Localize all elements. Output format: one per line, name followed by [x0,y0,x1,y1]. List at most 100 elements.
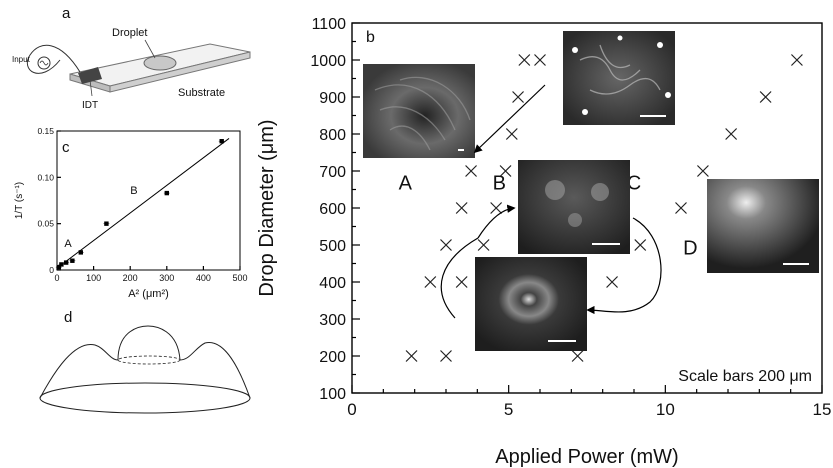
panel-d-letter: d [64,309,72,326]
y-tick-label: 100 [319,386,346,403]
x-tick-label: 0 [347,400,356,419]
y-tick-label: 0 [49,265,54,275]
x-tick-label: 10 [656,400,675,419]
y-tick-label: 900 [319,90,346,107]
y-tick-label: 1000 [310,53,346,70]
data-point [455,276,468,288]
inset-image-b [518,160,630,254]
profile-base-ellipse [39,382,251,414]
panel-c-chart: 0 100 200 300 400 500 0 0.05 0.10 0.15 A Bc A² (μm²)… [14,126,248,300]
y-tick-label: 500 [319,238,346,255]
x-tick-label: 100 [86,273,101,283]
idt-leader [89,79,93,97]
profile-inner-dashed [117,355,181,365]
panel-b-chart: 0 5 10 15 100 200 300 400 500 600 700 800 900 1000 110… [256,16,831,468]
data-point [571,350,584,362]
pointer-arrow-to-a [473,84,546,154]
label-input: Input [12,55,31,64]
region-label-a: A [399,173,413,195]
curved-arrow-left [440,237,479,319]
y-tick-label: 400 [319,275,346,292]
y-tick-label: 300 [319,312,346,329]
flow-arrows [440,84,662,319]
input-wire [26,44,81,74]
data-point [759,91,772,103]
panel-c-letter: c [62,139,70,156]
data-point [725,128,738,140]
point-annotation: A [64,238,72,250]
data-point [534,54,546,66]
panel-d-profile: d [39,309,251,414]
y-axis-label: 1/T (s⁻¹) [14,182,25,219]
data-point [697,165,709,177]
data-point [104,221,109,226]
inset-image-top [563,31,675,125]
micrograph-insets [363,31,819,351]
data-point [634,239,647,251]
x-tick-label: 400 [196,273,211,283]
x-tick-label: 0 [54,273,59,283]
curved-arrow-to-c [586,217,662,315]
profile-outline [39,325,251,399]
panel-a-letter: a [62,5,71,22]
y-axis-label: Drop Diameter (μm) [256,119,278,296]
plot-frame [56,130,241,271]
sine-wave-icon [39,60,49,66]
data-point [59,262,64,267]
y-tick-label: 700 [319,164,346,181]
data-point [791,54,803,66]
x-tick-label: 300 [159,273,174,283]
data-point [405,350,418,362]
scale-bar-note: Scale bars 200 μm [678,368,812,385]
fit-line [56,138,230,269]
x-tick-label: 200 [123,273,138,283]
data-point [164,190,169,196]
panel-a-schematic: a Droplet Input IDT Substrate [12,5,251,111]
data-point [70,258,75,263]
data-point [56,265,62,270]
data-point [219,138,224,144]
data-point [490,202,503,214]
data-point [505,128,518,140]
data-point [440,239,452,251]
data-point [424,276,437,288]
label-idt: IDT [82,100,98,111]
region-label-d: D [683,237,697,259]
data-point [477,239,490,251]
curved-arrow-to-b [477,204,516,239]
idt-electrode [78,67,102,84]
inset-image-c [475,257,587,351]
data-point [499,165,512,177]
inset-image-a [363,64,475,158]
panel-b-letter: b [366,29,375,46]
x-axis-label: A² (μm²) [128,288,169,300]
x-axis-label: Applied Power (mW) [495,446,678,468]
data-point [78,250,83,255]
y-tick-label: 600 [319,201,346,218]
x-tick-label: 500 [232,273,247,283]
label-substrate: Substrate [178,87,225,99]
y-tick-label: 800 [319,127,346,144]
data-point [606,276,618,288]
y-tick-label: 0.15 [37,126,54,136]
data-point [465,165,477,177]
region-label-c: C [627,173,641,195]
y-tick-label: 200 [319,349,346,366]
data-point [63,260,69,265]
data-point [512,91,524,103]
y-tick-label: 0.10 [37,172,54,182]
y-tick-label: 0.05 [37,219,54,229]
droplet-shape [143,55,177,71]
x-tick-label: 15 [813,400,832,419]
data-point [675,202,687,214]
data-point [455,202,468,214]
label-droplet: Droplet [112,27,147,39]
inset-image-d [707,179,819,273]
data-point [440,350,452,362]
region-label-b: B [493,173,506,195]
droplet-leader [144,39,156,59]
data-point [518,54,531,66]
point-annotation: B [130,185,137,197]
x-tick-label: 5 [504,400,513,419]
